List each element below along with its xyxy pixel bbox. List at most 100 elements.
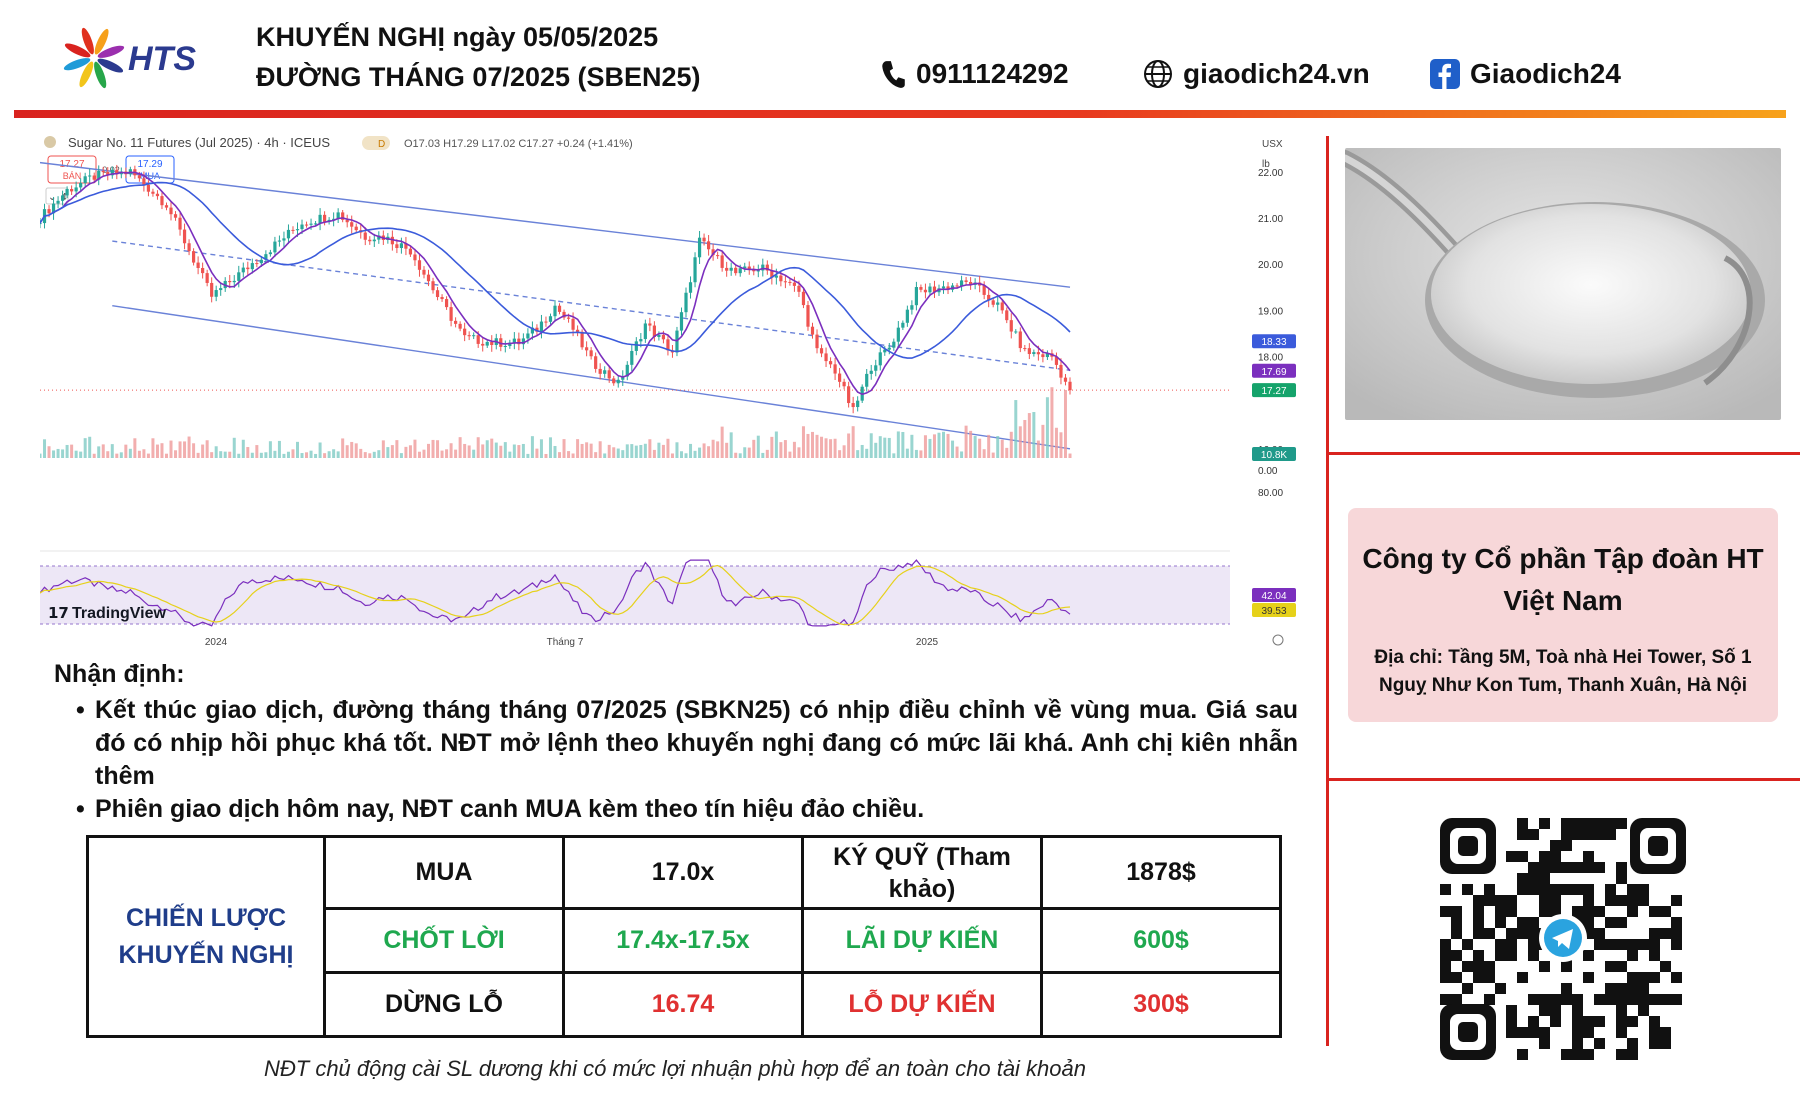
- candle-body: [919, 287, 923, 290]
- qr-module: [1616, 961, 1627, 972]
- candle-body: [146, 184, 151, 192]
- candle-body: [490, 341, 494, 346]
- qr-module: [1638, 884, 1649, 895]
- qr-module: [1627, 972, 1638, 983]
- company-address: Địa chỉ: Tầng 5M, Toà nhà Hei Tower, Số …: [1374, 647, 1752, 696]
- volume-bar: [702, 443, 706, 458]
- candle-body: [824, 353, 828, 362]
- candle-body: [1000, 302, 1004, 311]
- qr-module: [1638, 972, 1649, 983]
- volume-bar: [101, 444, 105, 458]
- candle-body: [1054, 356, 1059, 365]
- unit-select[interactable]: lb: [1262, 159, 1270, 170]
- phone-contact[interactable]: 0911124292: [880, 58, 1069, 90]
- qr-module: [1583, 906, 1594, 917]
- volume-bar: [1000, 439, 1004, 458]
- volume-bar: [169, 440, 173, 458]
- volume-bar: [259, 452, 263, 458]
- candle-body: [959, 280, 964, 287]
- candle-body: [878, 352, 882, 366]
- volume-bar: [675, 442, 679, 458]
- qr-module: [1484, 972, 1495, 983]
- candle-body: [810, 326, 815, 335]
- candle-body: [191, 251, 196, 263]
- volume-bar: [978, 438, 982, 458]
- candle-body: [241, 267, 245, 273]
- qr-module: [1451, 928, 1462, 939]
- candle-body: [250, 263, 254, 270]
- settings-icon[interactable]: [1272, 634, 1284, 646]
- volume-bar: [372, 451, 376, 458]
- volume-bar: [856, 450, 860, 458]
- candle-body: [246, 267, 250, 270]
- volume-bar: [530, 436, 534, 458]
- candle-body: [643, 323, 647, 340]
- currency-select[interactable]: USX: [1262, 139, 1283, 150]
- volume-bar: [689, 443, 693, 458]
- candle-body: [97, 170, 101, 180]
- qr-module: [1495, 895, 1506, 906]
- candle-body: [214, 290, 218, 297]
- qr-module: [1561, 884, 1572, 895]
- qr-module: [1440, 994, 1451, 1005]
- x-tick-label: 2024: [205, 637, 228, 648]
- qr-module: [1528, 873, 1539, 884]
- candle-body: [237, 272, 241, 281]
- volume-bar: [851, 426, 855, 458]
- candle-body: [286, 229, 291, 239]
- candle-body: [313, 223, 318, 225]
- volume-bar: [314, 453, 318, 458]
- volume-bar: [815, 434, 819, 458]
- volume-bar: [196, 452, 200, 458]
- qr-module: [1594, 829, 1605, 840]
- qr-module: [1605, 983, 1616, 994]
- qr-code[interactable]: [1440, 818, 1686, 1060]
- volume-bar: [137, 450, 141, 458]
- candle-body: [625, 364, 629, 377]
- candle-body: [101, 170, 105, 173]
- candle-body: [792, 282, 797, 286]
- candle-body: [336, 212, 340, 219]
- candle-body: [517, 338, 521, 345]
- qr-module: [1583, 851, 1594, 862]
- buy-box[interactable]: 17.29 MUA: [125, 155, 175, 184]
- qr-module: [1605, 895, 1616, 906]
- candle-body: [765, 264, 769, 271]
- volume-bar: [309, 450, 313, 458]
- qr-module: [1528, 950, 1539, 961]
- volume-bar: [964, 425, 968, 458]
- qr-module: [1616, 818, 1627, 829]
- volume-bar: [576, 439, 580, 458]
- website-link[interactable]: giaodich24.vn: [1143, 58, 1370, 90]
- volume-bar: [345, 445, 349, 458]
- qr-module: [1539, 994, 1550, 1005]
- candle-body: [1041, 354, 1045, 358]
- qr-module: [1649, 972, 1660, 983]
- facebook-link[interactable]: Giaodich24: [1430, 58, 1621, 90]
- volume-bar: [919, 450, 923, 458]
- candle-body: [630, 350, 634, 365]
- rsi-indicator: [40, 559, 1071, 627]
- entry-price: 17.0x: [562, 835, 804, 910]
- volume-bar: [562, 439, 566, 458]
- sell-box[interactable]: 17.27 BÁN: [47, 155, 97, 184]
- candle-body: [806, 305, 810, 327]
- qr-module: [1572, 1005, 1583, 1016]
- volume-bar: [883, 437, 887, 458]
- qr-module: [1440, 961, 1451, 972]
- qr-module: [1539, 906, 1550, 917]
- candle-body: [941, 286, 946, 289]
- candle-body: [413, 254, 417, 261]
- candle-body: [521, 338, 525, 345]
- candle-body: [481, 343, 485, 346]
- candle-body: [151, 191, 155, 194]
- qr-module: [1627, 939, 1638, 950]
- qr-module: [1506, 851, 1517, 862]
- qr-module: [1506, 1005, 1517, 1016]
- volume-bar: [1045, 397, 1049, 458]
- volume-bar: [40, 453, 42, 458]
- candle-body: [634, 341, 638, 351]
- qr-module: [1528, 829, 1539, 840]
- candle-body: [743, 266, 747, 269]
- price-tag: [1252, 334, 1296, 349]
